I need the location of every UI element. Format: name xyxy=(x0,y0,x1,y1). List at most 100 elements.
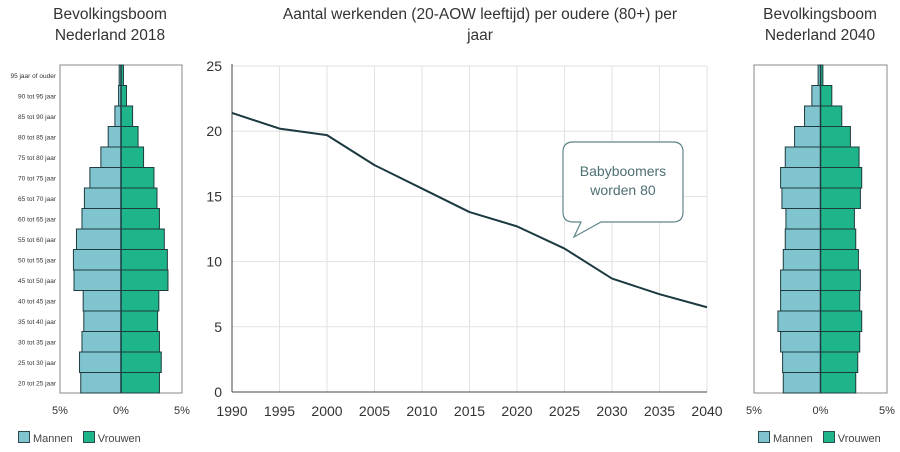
legend-item-vrouwen: Vrouwen xyxy=(822,431,881,445)
right-title-line1: Bevolkingsboom xyxy=(763,6,877,23)
bar-vrouwen xyxy=(820,167,863,189)
line-title-line2: jaar xyxy=(467,27,493,44)
bar-mannen xyxy=(83,187,122,209)
bar-mannen xyxy=(79,351,122,373)
x-tick-label: 2005 xyxy=(359,403,390,419)
x-tick-label: 2000 xyxy=(311,403,342,419)
x-tick-label: 5% xyxy=(174,405,190,417)
annotation-text: Babyboomers worden 80 xyxy=(563,162,683,200)
bar-vrouwen xyxy=(120,372,160,394)
bar-mannen xyxy=(81,331,122,353)
bar-mannen xyxy=(782,351,821,373)
legend-item-mannen: Mannen xyxy=(18,431,73,445)
age-label: 80 tot 85 jaar xyxy=(18,134,57,141)
bar-mannen xyxy=(811,85,821,107)
bar-vrouwen xyxy=(120,351,162,373)
age-label: 85 tot 90 jaar xyxy=(18,114,57,121)
bar-mannen xyxy=(780,269,821,291)
bar-vrouwen xyxy=(120,126,139,148)
bar-mannen xyxy=(804,105,821,127)
legend-item-mannen: Mannen xyxy=(758,431,813,445)
left-title-line1: Bevolkingsboom xyxy=(53,6,167,23)
x-tick-label: 1995 xyxy=(264,403,295,419)
legend-swatch-mannen xyxy=(758,431,770,443)
annotation-line2: worden 80 xyxy=(590,182,656,198)
bar-mannen xyxy=(107,126,122,148)
legend-swatch-mannen xyxy=(18,431,30,443)
right-title-line2: Nederland 2040 xyxy=(764,27,876,44)
y-tick-label: 25 xyxy=(206,58,222,74)
line-title-line1: Aantal werkenden (20-AOW leeftijd) per o… xyxy=(282,6,678,23)
age-label: 40 tot 45 jaar xyxy=(18,298,57,305)
x-tick-label: 1990 xyxy=(216,403,247,419)
bar-vrouwen xyxy=(820,208,855,230)
age-label: 25 tot 30 jaar xyxy=(18,360,57,367)
x-tick-label: 2040 xyxy=(691,403,722,419)
legend-label-mannen: Mannen xyxy=(33,433,73,445)
bar-mannen xyxy=(781,187,821,209)
age-label: 20 tot 25 jaar xyxy=(18,380,57,387)
bar-vrouwen xyxy=(120,249,168,271)
y-tick-label: 5 xyxy=(214,319,222,335)
bar-mannen xyxy=(73,269,122,291)
bar-mannen xyxy=(83,310,122,332)
bar-vrouwen xyxy=(820,249,859,271)
bar-vrouwen xyxy=(820,187,861,209)
y-tick-label: 10 xyxy=(206,254,222,270)
bar-vrouwen xyxy=(820,85,833,107)
bar-mannen xyxy=(780,290,821,312)
left-legend: Mannen Vrouwen xyxy=(18,431,141,445)
legend-label-vrouwen: Vrouwen xyxy=(837,433,881,445)
bar-mannen xyxy=(785,208,821,230)
bar-vrouwen xyxy=(820,331,861,353)
y-tick-label: 15 xyxy=(206,188,222,204)
bar-mannen xyxy=(782,249,822,271)
x-tick-label: 0% xyxy=(813,405,829,417)
bar-vrouwen xyxy=(820,126,851,148)
bar-vrouwen xyxy=(120,105,134,127)
bar-mannen xyxy=(780,167,821,189)
legend-item-vrouwen: Vrouwen xyxy=(82,431,141,445)
legend-swatch-vrouwen xyxy=(822,431,835,443)
left-pyramid-title: Bevolkingsboom Nederland 2018 xyxy=(20,4,200,46)
age-label: 75 tot 80 jaar xyxy=(18,155,57,162)
bar-vrouwen xyxy=(820,310,863,332)
bar-mannen xyxy=(72,249,122,271)
age-label: 35 tot 40 jaar xyxy=(18,319,57,326)
x-tick-label: 2035 xyxy=(644,403,675,419)
bar-mannen xyxy=(81,208,122,230)
annotation-line1: Babyboomers xyxy=(579,163,667,179)
age-label: 45 tot 50 jaar xyxy=(18,278,57,285)
x-tick-label: 2025 xyxy=(549,403,580,419)
bar-mannen xyxy=(782,372,822,394)
age-label: 70 tot 75 jaar xyxy=(18,175,57,182)
legend-swatch-vrouwen xyxy=(82,431,95,443)
age-label: 55 tot 60 jaar xyxy=(18,237,57,244)
legend-label-vrouwen: Vrouwen xyxy=(97,433,141,445)
age-label: 60 tot 65 jaar xyxy=(18,216,57,223)
bar-mannen xyxy=(114,105,122,127)
legend-label-mannen: Mannen xyxy=(773,433,813,445)
bar-vrouwen xyxy=(120,290,160,312)
bar-vrouwen xyxy=(120,310,159,332)
bar-vrouwen xyxy=(120,85,127,107)
annotation-callout xyxy=(562,141,684,239)
bar-mannen xyxy=(75,228,122,250)
x-tick-label: 2030 xyxy=(596,403,627,419)
bar-vrouwen xyxy=(120,269,169,291)
x-tick-label: 5% xyxy=(746,405,762,417)
age-label: 90 tot 95 jaar xyxy=(18,93,57,100)
bar-vrouwen xyxy=(820,290,861,312)
right-legend: Mannen Vrouwen xyxy=(758,431,881,445)
age-label: 50 tot 55 jaar xyxy=(18,257,57,264)
y-tick-label: 0 xyxy=(214,384,222,400)
bar-mannen xyxy=(89,167,122,189)
bar-mannen xyxy=(80,372,122,394)
x-tick-label: 2010 xyxy=(406,403,437,419)
bar-mannen xyxy=(82,290,122,312)
bar-mannen xyxy=(100,146,122,168)
x-tick-label: 2015 xyxy=(454,403,485,419)
x-tick-label: 2020 xyxy=(501,403,532,419)
right-pyramid-title: Bevolkingsboom Nederland 2040 xyxy=(730,4,900,46)
